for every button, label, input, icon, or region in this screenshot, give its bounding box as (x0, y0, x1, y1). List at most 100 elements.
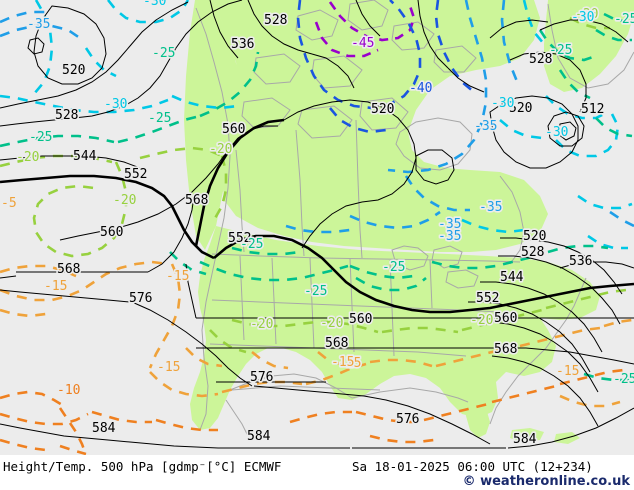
map-borders (195, 0, 634, 437)
contour-label: -20 (575, 7, 598, 22)
contour-label-halo: 552 (228, 231, 251, 246)
contour-label: 528 (55, 108, 78, 123)
contour-label: -15 (166, 269, 189, 284)
contour-label: 568 (185, 193, 208, 208)
contour-label: -30 (491, 96, 514, 111)
copyright-label: © weatheronline.co.uk (462, 474, 630, 489)
contour-label-halo: 536 (569, 254, 592, 269)
contour-label-halo: -35 (438, 217, 461, 232)
contour-label: -30 (104, 97, 127, 112)
contour-label-halo: -20 (113, 193, 136, 208)
contour-label: -20 (250, 317, 273, 332)
contour-label: 520 (523, 229, 546, 244)
contour-label: 520 (62, 63, 85, 78)
contour-label-halo: 552 (476, 291, 499, 306)
contour-label: 584 (92, 421, 116, 436)
contour-label: -35 (438, 217, 461, 232)
contour-label: -20 (113, 193, 136, 208)
contour-label: -25 (613, 372, 634, 387)
temp-contour-minus30 (0, 0, 633, 250)
map-canvas[interactable]: 520 520 528 528 544 544 552 552 560 560 568 568 560 5… (0, 0, 634, 455)
temp-contour-minus15 (0, 260, 633, 408)
contour-label-halo: 528 (521, 245, 544, 260)
contour-label: 520 (509, 101, 532, 116)
contour-label: 568 (325, 336, 348, 351)
contour-label: 552 (228, 231, 251, 246)
contour-label-halo: 536 (231, 37, 254, 52)
contour-label-halo: -25 (549, 43, 572, 58)
contour-label: 576 (250, 370, 273, 385)
contour-label-halo: 576 (129, 291, 152, 306)
contour-label: 512 (581, 102, 604, 117)
contour-label: 584 (247, 429, 271, 444)
temperature-contour-labels: -35-35-30-30-30-30-25-25-25-25-25-25-20-… (0, 0, 634, 400)
contour-label: 520 (371, 102, 394, 117)
contour-label-halo: 512 (581, 102, 604, 117)
valid-time-label: Sa 18-01-2025 06:00 UTC (12+234) (352, 459, 593, 474)
contour-label-halo: 520 (523, 229, 546, 244)
contour-label-halo: -30 (104, 97, 127, 112)
contour-label-halo: 568 (57, 262, 80, 277)
contour-label-halo: -15 (166, 269, 189, 284)
contour-label: -30 (545, 125, 568, 140)
contour-label-halo: -45 (351, 36, 374, 51)
contour-label-halo: -25 (614, 12, 634, 27)
contour-label: 560 (349, 312, 372, 327)
contour-label-halo: -25 (148, 111, 171, 126)
contour-label: -25 (240, 237, 263, 252)
contour-label-halo: 528 (55, 108, 78, 123)
contour-label-halo: 544 (73, 149, 97, 164)
temp-contour-minus45 (314, 1, 416, 58)
contour-label-halo: 568 (325, 336, 348, 351)
contour-label-halo: 544 (500, 270, 524, 285)
contour-label: 528 (264, 13, 287, 28)
map-footer: Height/Temp. 500 hPa [gdmp⁻[°C] ECMWF Sa… (0, 455, 634, 490)
contour-label: -15 (331, 355, 354, 370)
contour-label-halo: 560 (494, 311, 517, 326)
contour-label: -25 (148, 111, 171, 126)
land-areas (184, 0, 634, 444)
contour-label: -30 (571, 10, 594, 25)
contour-label: 536 (231, 37, 254, 52)
contour-label: -45 (351, 36, 374, 51)
contour-label-halo: -15 (338, 356, 361, 371)
contour-label-halo: 568 (185, 193, 208, 208)
contour-label: 552 (476, 291, 499, 306)
contour-label: -25 (614, 12, 634, 27)
contour-label-halo: 584 (513, 432, 537, 447)
temp-contour-minus25 (0, 12, 633, 382)
contour-label-halo: 520 (371, 102, 394, 117)
contour-label-halo: 568 (494, 342, 517, 357)
contour-label: -15 (338, 356, 361, 371)
contour-label-halo: -25 (29, 130, 52, 145)
contour-label-halo: 584 (247, 429, 271, 444)
contour-label: -30 (143, 0, 166, 9)
contour-label-halo: -5 (1, 196, 17, 211)
contour-label: -20 (470, 313, 493, 328)
contour-label: -5 (1, 196, 17, 211)
contour-label-halo: -20 (320, 316, 343, 331)
contour-label: -25 (382, 260, 405, 275)
contour-label: -35 (474, 119, 497, 134)
temp-contour-minus35 (0, 0, 634, 234)
contour-label-halo: -15 (44, 279, 67, 294)
contour-label: 560 (222, 122, 245, 137)
contour-label: -15 (44, 279, 67, 294)
contour-label-halo: 528 (529, 52, 552, 67)
contour-label-halo: -35 (438, 229, 461, 244)
contour-label-halo: -25 (304, 284, 327, 299)
temp-contour-minus40 (296, 0, 475, 134)
contour-label: -25 (29, 130, 52, 145)
contour-label: 544 (73, 149, 97, 164)
contour-label: -20 (320, 316, 343, 331)
product-label: Height/Temp. 500 hPa [gdmp⁻[°C] ECMWF (3, 459, 282, 474)
contour-label: 576 (129, 291, 152, 306)
contour-label-halo: -25 (613, 372, 634, 387)
contour-label: -25 (549, 43, 572, 58)
contour-label-halo: -15 (331, 355, 354, 370)
contour-label-halo: -35 (479, 200, 502, 215)
contour-label: -25 (304, 284, 327, 299)
contour-label-halo: -15 (157, 360, 180, 375)
contour-label-halo: -30 (571, 10, 594, 25)
